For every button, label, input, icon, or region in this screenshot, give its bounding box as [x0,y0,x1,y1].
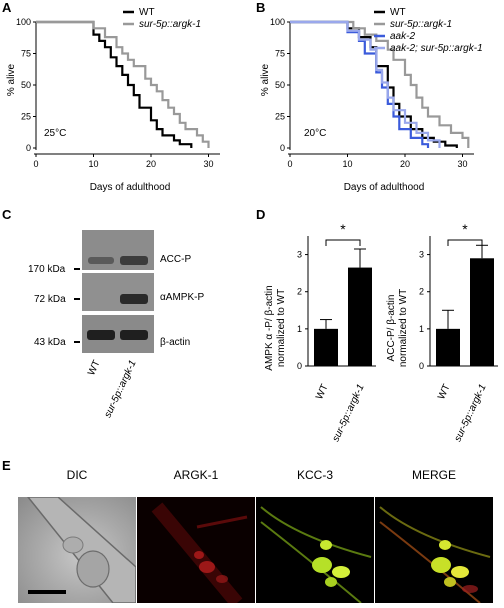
cat-label-wt: WT [436,383,453,402]
image-dic [18,496,137,604]
blot-size-170: 170 kDa [28,264,66,275]
sig-star: * [462,221,468,237]
cat-label-argk: sur-5p::argk-1 [331,383,367,444]
survival-line-1 [36,20,210,148]
blot-label-actin: β-actin [160,337,191,348]
y-axis-label-1: ACC-P/ β-actin [386,295,397,362]
temperature-label: 25°C [44,128,66,139]
bar-0 [436,328,460,366]
blot-actin [82,315,154,353]
y-axis-label: % alive [260,63,271,96]
blot-label-ampk-p: αAMPK-P [160,292,205,303]
legend-entry-aak2: aak-2 [390,31,415,42]
y-tick-label: 100 [16,17,31,27]
y-tick-label: 0 [419,361,424,371]
image-argk [137,497,255,608]
band [120,330,148,340]
y-tick-label: 50 [275,80,285,90]
panel-letter-b: B [256,0,266,15]
y-tick-label: 0 [297,361,302,371]
y-axis-label: % alive [6,63,17,96]
image-kcc3 [256,497,374,604]
size-tick [74,341,80,343]
x-axis-label: Days of adulthood [90,182,171,193]
legend-entry-wt: WT [139,7,155,18]
legend-entry-wt: WT [390,7,406,18]
x-tick-label: 30 [203,159,213,169]
legend-entry-argk: sur-5p::argk-1 [139,19,201,30]
y-tick-label: 0 [26,143,31,153]
legend-entry-aak2-argk: aak-2; sur-5p::argk-1 [390,43,483,54]
survival-chart-b: % alive Days of adulthood 20°C 0 25 50 75 10… [260,7,483,193]
y-axis-label-1: AMPK α -P/ β-actin [264,285,275,370]
blot-acc-p [82,230,154,270]
y-tick-label: 2 [419,287,424,297]
y-tick-label: 2 [297,287,302,297]
lane-label-argk: sur-5p::argk-1 [103,359,139,420]
survival-chart-a: % alive Days of adulthood 25°C 0 25 50 75 10… [6,7,220,193]
survival-line-0 [36,20,193,148]
title-kcc3: KCC-3 [296,468,333,482]
panel-letter-a: A [2,0,12,15]
y-tick-label: 1 [419,324,424,334]
bar-1 [470,258,494,366]
panel-letter-c: C [2,207,12,222]
band [120,256,148,265]
x-axis-label: Days of adulthood [344,182,425,193]
dic-worm [26,496,137,604]
panel-letter-e: E [2,458,11,473]
western-blot [82,230,154,356]
bar-0 [314,328,338,366]
y-axis-label-2: normalized to WT [276,289,287,367]
survival-line-1 [290,20,470,148]
bar-chart-acc: ACC-P/ β-actin normalized to WT 0 1 2 3 * W… [386,221,498,444]
y-axis-label-2: normalized to WT [398,289,409,367]
image-merge [375,497,493,604]
y-tick-label: 0 [280,143,285,153]
y-tick-label: 25 [21,112,31,122]
x-tick-label: 10 [342,159,352,169]
blot-ampk-p [82,273,154,311]
sig-star: * [340,221,346,237]
cat-label-argk: sur-5p::argk-1 [453,383,489,444]
cat-label-wt: WT [314,383,331,402]
blot-size-43: 43 kDa [34,337,66,348]
sig-bracket [325,239,361,246]
y-tick-label: 100 [270,17,285,27]
panel-letter-d: D [256,207,266,222]
y-tick-label: 75 [21,49,31,59]
y-tick-label: 50 [21,80,31,90]
x-tick-label: 10 [88,159,98,169]
x-tick-label: 30 [457,159,467,169]
band [88,257,114,264]
sig-bracket [447,239,483,246]
blot-size-72: 72 kDa [34,294,66,305]
x-tick-label: 20 [400,159,410,169]
y-tick-label: 75 [275,49,285,59]
x-tick-label: 0 [33,159,38,169]
bar-1 [348,267,372,366]
y-tick-label: 1 [297,324,302,334]
x-tick-label: 0 [287,159,292,169]
title-dic: DIC [66,468,88,482]
x-tick-label: 20 [146,159,156,169]
title-merge: MERGE [411,468,456,482]
survival-line-3 [290,20,441,148]
size-tick [74,268,80,270]
blot-lane-labels: WT sur-5p::argk-1 [86,359,139,420]
lane-label-wt: WT [86,359,103,378]
title-argk: ARGK-1 [173,468,219,482]
y-tick-label: 3 [419,250,424,260]
band [87,330,115,340]
legend-entry-argk: sur-5p::argk-1 [390,19,452,30]
band [120,294,148,304]
y-tick-label: 3 [297,250,302,260]
blot-label-acc-p: ACC-P [160,254,192,265]
temperature-label: 20°C [304,128,326,139]
y-tick-label: 25 [275,112,285,122]
size-tick [74,298,80,300]
bar-chart-ampk: AMPK α -P/ β-actin normalized to WT 0 1 2 3… [264,221,376,444]
